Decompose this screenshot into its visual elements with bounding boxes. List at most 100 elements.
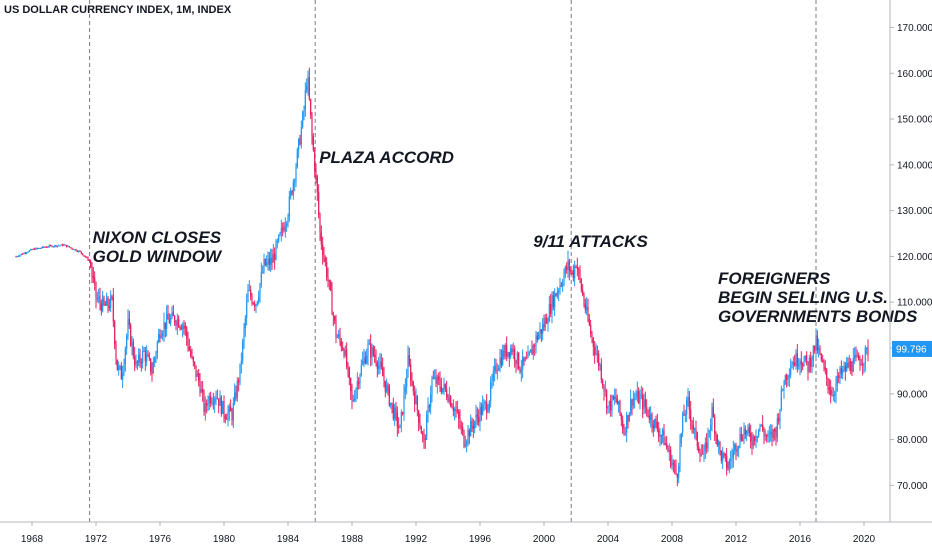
candle-body [364, 357, 366, 364]
x-tick-label: 1988 [341, 534, 364, 545]
candle-body [691, 421, 693, 425]
candle-body [336, 336, 338, 338]
candle-body [44, 246, 46, 248]
candle-body [735, 444, 737, 452]
candle-body [723, 453, 725, 455]
candle-body [254, 303, 256, 307]
candle-body [458, 411, 460, 419]
candle-body [294, 180, 296, 182]
candle-body [358, 381, 360, 385]
candle-body [140, 362, 142, 364]
candle-body [679, 442, 681, 467]
candle-body [760, 424, 762, 426]
candle-body [435, 377, 437, 385]
candle-body [194, 361, 196, 366]
candle-body [338, 334, 340, 337]
candle-body [719, 441, 721, 451]
candle-body [778, 418, 780, 422]
candle-body [170, 317, 172, 324]
candle-body [15, 256, 17, 258]
candle-body [39, 247, 41, 249]
candle-body [242, 340, 244, 361]
candle-body [127, 318, 129, 336]
candle-body [424, 439, 426, 441]
candle-body [686, 399, 688, 415]
candle-body [340, 340, 342, 348]
candle-body [526, 358, 528, 360]
candle-body [784, 374, 786, 385]
candle-body [430, 394, 432, 408]
candle-body [632, 398, 634, 406]
candle-body [806, 355, 808, 362]
candle-body [398, 426, 400, 428]
candle-body [607, 406, 609, 409]
candle-body [399, 424, 401, 428]
candle-body [610, 400, 612, 411]
candle-body [166, 314, 168, 329]
candle-body [491, 380, 493, 383]
time-axis[interactable]: 1968 1972 1976 1980 1984 1988 1992 1996 2000 2004… [0, 521, 932, 545]
candle-body [187, 337, 189, 348]
candle-body [119, 365, 121, 367]
candle-body [796, 352, 798, 366]
candle-body [603, 385, 605, 392]
candle-body [716, 434, 718, 446]
candle-body [842, 369, 844, 374]
candle-body [548, 304, 550, 322]
candle-body [651, 414, 653, 425]
y-tick-label: 140.000 [897, 160, 932, 171]
candle-body [174, 316, 176, 323]
candle-body [566, 266, 568, 270]
candle-body [276, 241, 278, 243]
candle-body [584, 304, 586, 311]
candle-body [515, 360, 517, 364]
candle-body [98, 296, 100, 299]
candle-body [436, 376, 438, 385]
candle-body [738, 445, 740, 450]
candle-body [655, 419, 657, 422]
candle-body [50, 245, 52, 247]
candle-body [200, 389, 202, 393]
candle-body [831, 394, 833, 396]
annotation-text: PLAZA ACCORD [319, 148, 454, 167]
candle-body [314, 150, 316, 172]
price-axis[interactable]: 70.00080.00090.000100.000110.000120.0001… [889, 0, 932, 522]
candle-body [739, 433, 741, 446]
candle-body [736, 449, 738, 452]
candle-body [235, 392, 237, 398]
candle-body [419, 423, 421, 428]
candle-body [203, 392, 205, 412]
candle-body [576, 266, 578, 270]
candle-body [378, 365, 380, 369]
candle-body [232, 402, 234, 421]
candle-body [776, 418, 778, 438]
candle-body [490, 382, 492, 402]
candle-body [87, 257, 89, 261]
candle-body [560, 285, 562, 287]
candle-body [192, 357, 194, 362]
candle-body [230, 406, 232, 412]
candle-body [34, 248, 36, 250]
candle-body [18, 256, 20, 258]
candle-body [524, 358, 526, 361]
candle-body [298, 138, 300, 150]
candle-body [352, 400, 354, 402]
candle-body [511, 348, 513, 353]
candle-body [564, 266, 566, 275]
candle-body [56, 245, 58, 247]
candle-body [320, 232, 322, 245]
candle-body [687, 396, 689, 400]
candle-body [371, 347, 373, 358]
candle-body [58, 245, 60, 247]
candle-body [864, 347, 866, 363]
candle-body [324, 257, 326, 263]
candle-body [142, 350, 144, 364]
candle-body [814, 345, 816, 351]
candle-body [471, 421, 473, 427]
candle-body [152, 362, 154, 374]
candle-body [331, 289, 333, 315]
candle-body [834, 393, 836, 396]
candle-body [432, 377, 434, 379]
candle-body [128, 318, 130, 325]
